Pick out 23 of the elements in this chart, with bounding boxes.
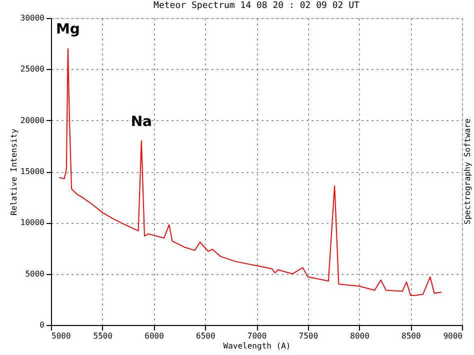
x-tick-label: 5000 [52,332,71,340]
y-tick-label: 25000 [20,64,45,74]
x-tick-label: 9000 [443,332,463,340]
y-tick-label: 30000 [20,14,45,22]
y-axis-title: Relative Intensity [9,128,18,216]
x-tick-label: 8500 [401,332,421,340]
y-tick-label: 20000 [20,116,45,125]
text: Spectrography Software [463,118,472,224]
x-tick-label: 7500 [298,332,318,340]
x-tick-label: 6000 [144,332,164,340]
annotation: Na [130,114,152,130]
chart-title: Meteor Spectrum 14 08 20 : 02 09 02 UT [154,1,360,11]
y-tick-label: 15000 [20,167,45,176]
x-tick-label: 7000 [247,332,267,340]
x-tick-label: 8000 [350,332,370,340]
annotation: Mg [56,22,80,38]
y-tick-label: 0 [40,320,45,330]
x-tick-label: 5500 [93,332,113,340]
line-series [58,48,442,296]
x-tick-label: 6500 [196,332,216,340]
x-axis-title: Wavelength (A) [223,342,291,350]
y-tick-label: 5000 [25,269,45,278]
y-tick-label: 10000 [20,218,45,228]
